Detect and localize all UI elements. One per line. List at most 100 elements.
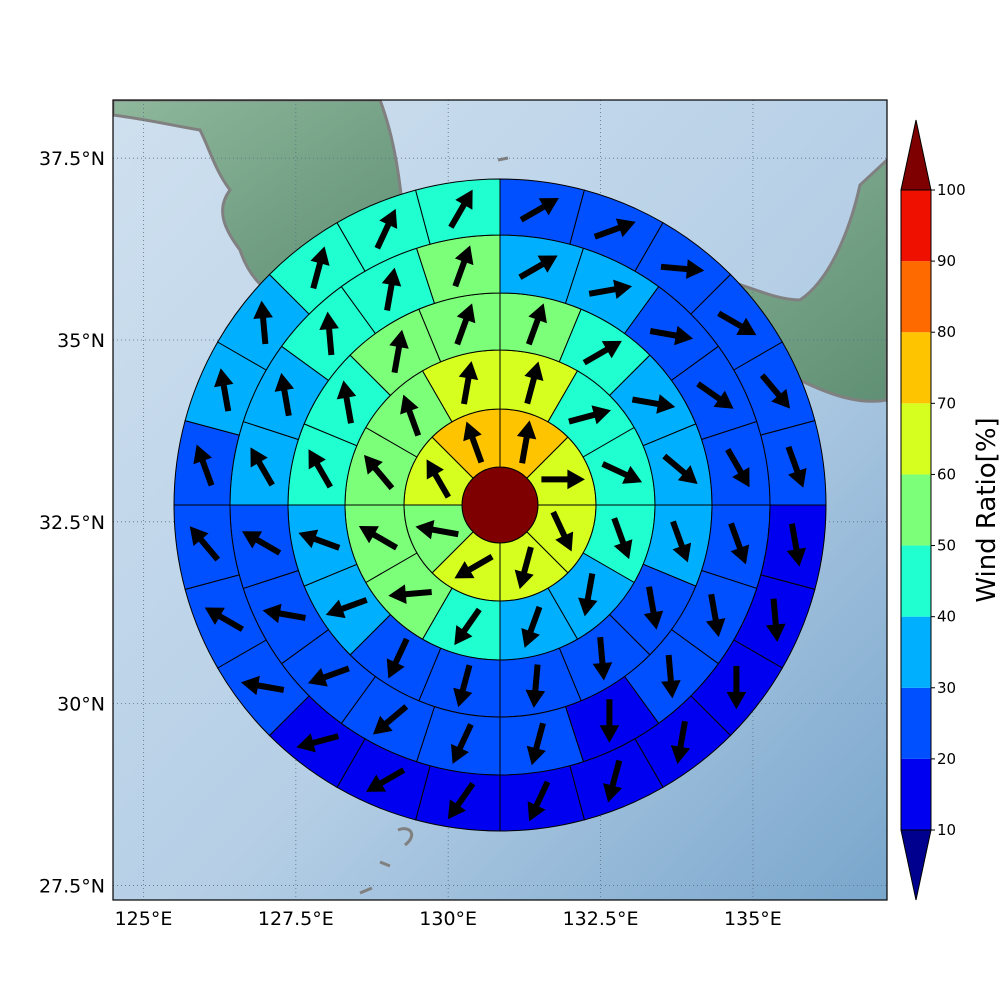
wind-arrow: [274, 372, 295, 417]
wind-arrow: [400, 394, 422, 437]
wind-arrow: [451, 723, 474, 764]
wind-arrow: [726, 665, 747, 710]
latitude-tick-label: 30°N: [57, 694, 105, 716]
wind-arrow: [603, 759, 623, 803]
wind-arrow: [453, 664, 473, 708]
wind-arrow: [454, 607, 482, 646]
colorbar-tick-label: 30: [937, 679, 956, 697]
wind-arrow: [765, 598, 786, 642]
wind-arrow: [388, 584, 432, 605]
colorbar-under-extension: [900, 829, 932, 901]
latitude-tick-labels: 37.5°N 35°N 32.5°N 30°N 27.5°N: [39, 148, 105, 897]
wind-arrow: [786, 523, 807, 567]
wind-arrow: [214, 368, 234, 412]
ring-sector: [499, 178, 585, 245]
wind-arrow: [366, 767, 406, 792]
wind-arrow: [386, 637, 410, 679]
island-misc-1: [497, 156, 509, 162]
wind-arrow: [527, 780, 551, 822]
wind-arrow: [336, 380, 357, 424]
colorbar-bin: [901, 261, 931, 333]
colorbar-tick-label: 40: [937, 608, 956, 626]
wind-arrow: [452, 245, 474, 288]
wind-arrow: [307, 665, 350, 687]
wind-arrow: [521, 605, 543, 648]
wind-arrow: [240, 675, 285, 696]
wind-arrow: [454, 554, 494, 579]
wind-arrow: [262, 603, 306, 624]
island-ryukyu-2: [379, 860, 391, 868]
wind-arrow: [458, 361, 479, 405]
latitude-tick-label: 27.5°N: [39, 875, 105, 897]
wind-arrow: [358, 525, 399, 551]
colorbar-bin: [901, 687, 931, 759]
wind-arrow: [582, 340, 622, 366]
colorbar-tick-label: 60: [937, 465, 956, 483]
wind-arrow: [717, 310, 757, 336]
wind-arrow: [389, 329, 409, 374]
wind-arrow: [759, 373, 791, 409]
longitude-tick-label: 135°E: [724, 908, 782, 930]
colorbar-tick-label: 80: [937, 323, 956, 341]
wind-arrow: [381, 267, 402, 311]
colorbar-tick-label: 50: [937, 537, 956, 555]
longitude-tick-labels: 125°E 127.5°E 130°E 132.5°E 135°E: [115, 908, 782, 930]
wind-arrow: [518, 255, 558, 280]
wind-arrow: [325, 597, 368, 619]
wind-arrow: [524, 361, 544, 405]
wind-arrow: [643, 586, 664, 630]
wind-arrow: [372, 704, 409, 735]
wind-arrow: [631, 394, 676, 414]
wind-arrow: [525, 664, 546, 708]
wind-arrow: [696, 381, 734, 409]
wind-arrow: [204, 607, 244, 632]
wind-arrow: [785, 445, 807, 488]
wind-arrow: [189, 526, 221, 562]
longitude-tick-label: 125°E: [115, 908, 173, 930]
wind-arrow: [447, 781, 476, 820]
colorbar-bin: [901, 545, 931, 617]
island-ryukyu-3: [359, 886, 373, 895]
wind-arrow: [670, 520, 692, 563]
wind-arrow: [250, 447, 275, 487]
colorbar-bin: [901, 403, 931, 475]
wind-arrow: [463, 421, 485, 464]
wind-arrow: [725, 448, 750, 488]
wind-arrow: [448, 189, 473, 229]
wind-arrow: [670, 720, 691, 765]
wind-arrow: [611, 517, 633, 560]
colorbar-bin: [901, 616, 931, 688]
wind-arrow: [374, 208, 398, 250]
wind-arrow: [310, 246, 330, 290]
wind-arrow: [662, 453, 698, 484]
wind-arrow: [296, 733, 340, 753]
wind-arrow: [592, 636, 613, 681]
wind-arrow: [514, 546, 534, 590]
wind-arrow: [661, 654, 681, 699]
colorbar-tick-label: 20: [937, 750, 956, 768]
colorbar-tick-label: 70: [937, 394, 956, 412]
wind-arrow: [298, 529, 341, 551]
wind-arrow: [550, 510, 574, 552]
colorbar-bin: [901, 758, 931, 830]
wind-arrow: [363, 454, 395, 491]
wind-arrow: [599, 699, 620, 743]
wind-arrow: [578, 573, 598, 617]
wind-arrow: [308, 449, 333, 489]
longitude-tick-label: 132.5°E: [563, 908, 639, 930]
wind-arrow: [601, 461, 643, 484]
wind-arrow: [242, 531, 282, 556]
wind-ratio-sectors: [173, 178, 827, 832]
wind-arrow: [541, 469, 585, 490]
wind-arrow: [519, 198, 559, 223]
wind-arrow: [415, 519, 459, 540]
latitude-tick-label: 32.5°N: [39, 512, 105, 534]
wind-arrow: [728, 522, 750, 565]
wind-arrow: [568, 405, 611, 425]
colorbar-tick-label: 90: [937, 252, 956, 270]
wind-arrow: [525, 303, 547, 346]
wind-arrow: [454, 303, 476, 346]
colorbar-label: Wind Ratio[%]: [972, 417, 1000, 602]
wind-arrow: [588, 279, 633, 300]
colorbar-over-extension: [900, 119, 932, 191]
